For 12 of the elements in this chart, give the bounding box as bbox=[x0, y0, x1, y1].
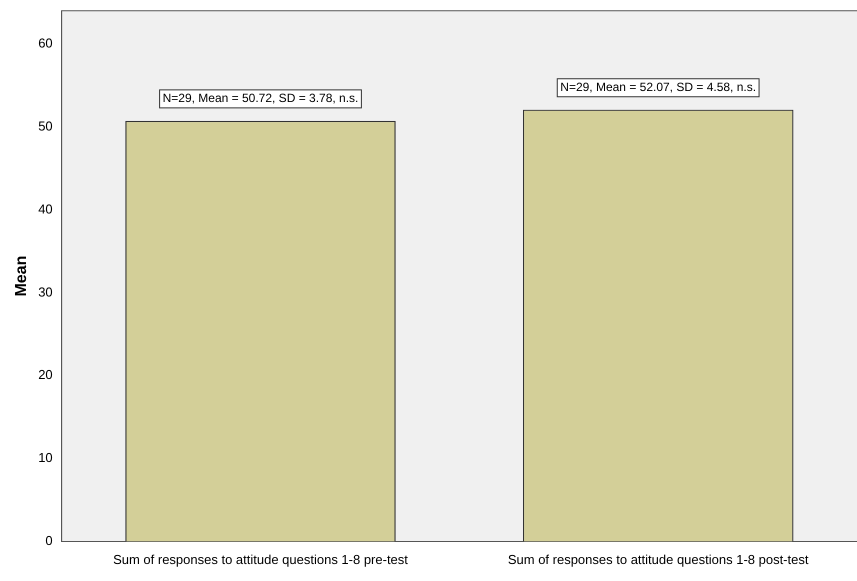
annotation: N=29, Mean = 52.07, SD = 4.58, n.s. bbox=[560, 80, 756, 94]
y-tick-label: 60 bbox=[38, 36, 53, 51]
y-tick-label: 10 bbox=[38, 450, 53, 466]
x-tick-label: Sum of responses to attitude questions 1-8 pre-test bbox=[113, 552, 408, 567]
annotation: N=29, Mean = 50.72, SD = 3.78, n.s. bbox=[162, 91, 358, 106]
y-tick-label: 50 bbox=[38, 118, 53, 134]
y-tick-label: 40 bbox=[38, 201, 53, 216]
y-tick-label: 0 bbox=[45, 532, 53, 548]
x-tick-label: Sum of responses to attitude questions 1-8 post-test bbox=[508, 552, 809, 567]
y-tick-label: 20 bbox=[38, 367, 53, 382]
y-axis-title: Mean bbox=[13, 256, 30, 297]
y-tick-label: 30 bbox=[38, 284, 53, 300]
